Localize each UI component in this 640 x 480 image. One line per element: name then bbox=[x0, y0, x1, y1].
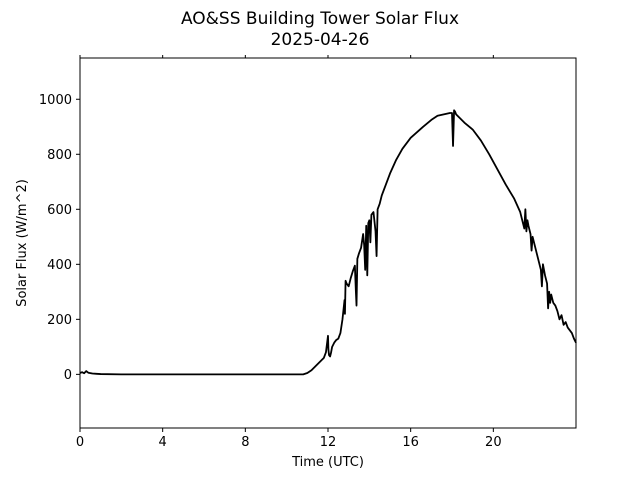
x-tick-label: 4 bbox=[159, 435, 167, 450]
y-tick-label: 1000 bbox=[39, 93, 72, 108]
x-axis-label: Time (UTC) bbox=[291, 455, 364, 470]
y-tick-label: 200 bbox=[47, 313, 72, 328]
x-tick-label: 12 bbox=[320, 435, 337, 450]
series-line-0 bbox=[79, 109, 577, 376]
chart-subtitle: 2025-04-26 bbox=[271, 30, 370, 50]
axes-frame bbox=[79, 57, 577, 429]
x-tick-label: 20 bbox=[485, 435, 502, 450]
y-tick-label: 800 bbox=[47, 148, 72, 163]
y-axis-label: Solar Flux (W/m^2) bbox=[15, 179, 30, 307]
x-tick-label: 0 bbox=[76, 435, 84, 450]
chart-title: AO&SS Building Tower Solar Flux bbox=[181, 9, 459, 29]
y-tick-label: 400 bbox=[47, 258, 72, 273]
x-tick-label: 16 bbox=[402, 435, 419, 450]
y-tick-label: 600 bbox=[47, 203, 72, 218]
x-tick-label: 8 bbox=[241, 435, 249, 450]
y-tick-label: 0 bbox=[64, 368, 72, 383]
